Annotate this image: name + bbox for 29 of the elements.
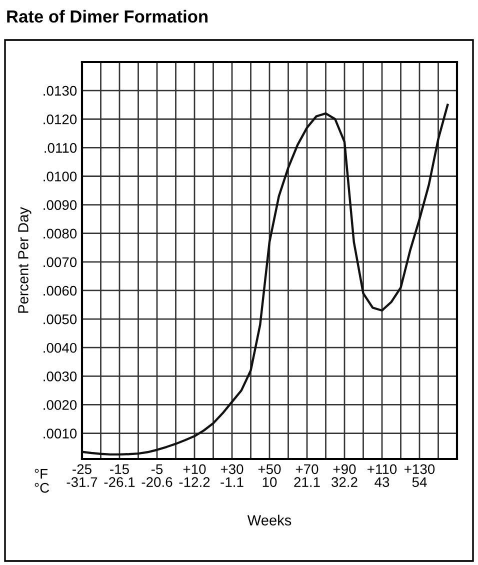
y-tick-label: .0070 [44,257,77,268]
y-tick-label: .0030 [44,372,77,382]
y-tick-label: .0020 [44,400,77,410]
y-tick-label: .0010 [44,428,77,438]
y-tick-label: .0130 [44,86,77,96]
y-tick-label: .0110 [44,143,77,153]
y-tick-label: .0080 [44,228,77,239]
text: °C [34,482,50,493]
y-tick-label: .0060 [44,286,77,296]
y-tick-label: .0090 [44,200,77,210]
y-axis-title: Percent Per Day [18,207,32,313]
y-tick-label: .0120 [44,114,77,124]
x-tick-label: +70 21.1 [294,464,320,487]
x-tick-label: +30 -1.1 [220,464,244,487]
x-tick-label: +10 -12.2 [179,464,210,487]
x-tick-label: +110 43 [368,464,397,488]
y-tick-label: .0050 [44,314,77,324]
x-tick-label: -25 -31.7 [66,464,98,488]
x-tick-label: +130 54 [404,464,435,488]
y-tick-label: .0100 [44,172,77,182]
x-tick-label: +90 32.2 [332,464,358,488]
y-tick-label: .0040 [44,342,77,353]
x-tick-label: +50 10 [258,464,281,488]
line-series [82,104,449,456]
text: °F [34,468,48,479]
x-axis-title: Weeks [247,514,292,526]
x-tick-label: -5 -20.6 [142,464,172,488]
chart-title: Rate of Dimer Formation [7,10,208,23]
x-tick-label: -15 -26.1 [104,464,135,488]
